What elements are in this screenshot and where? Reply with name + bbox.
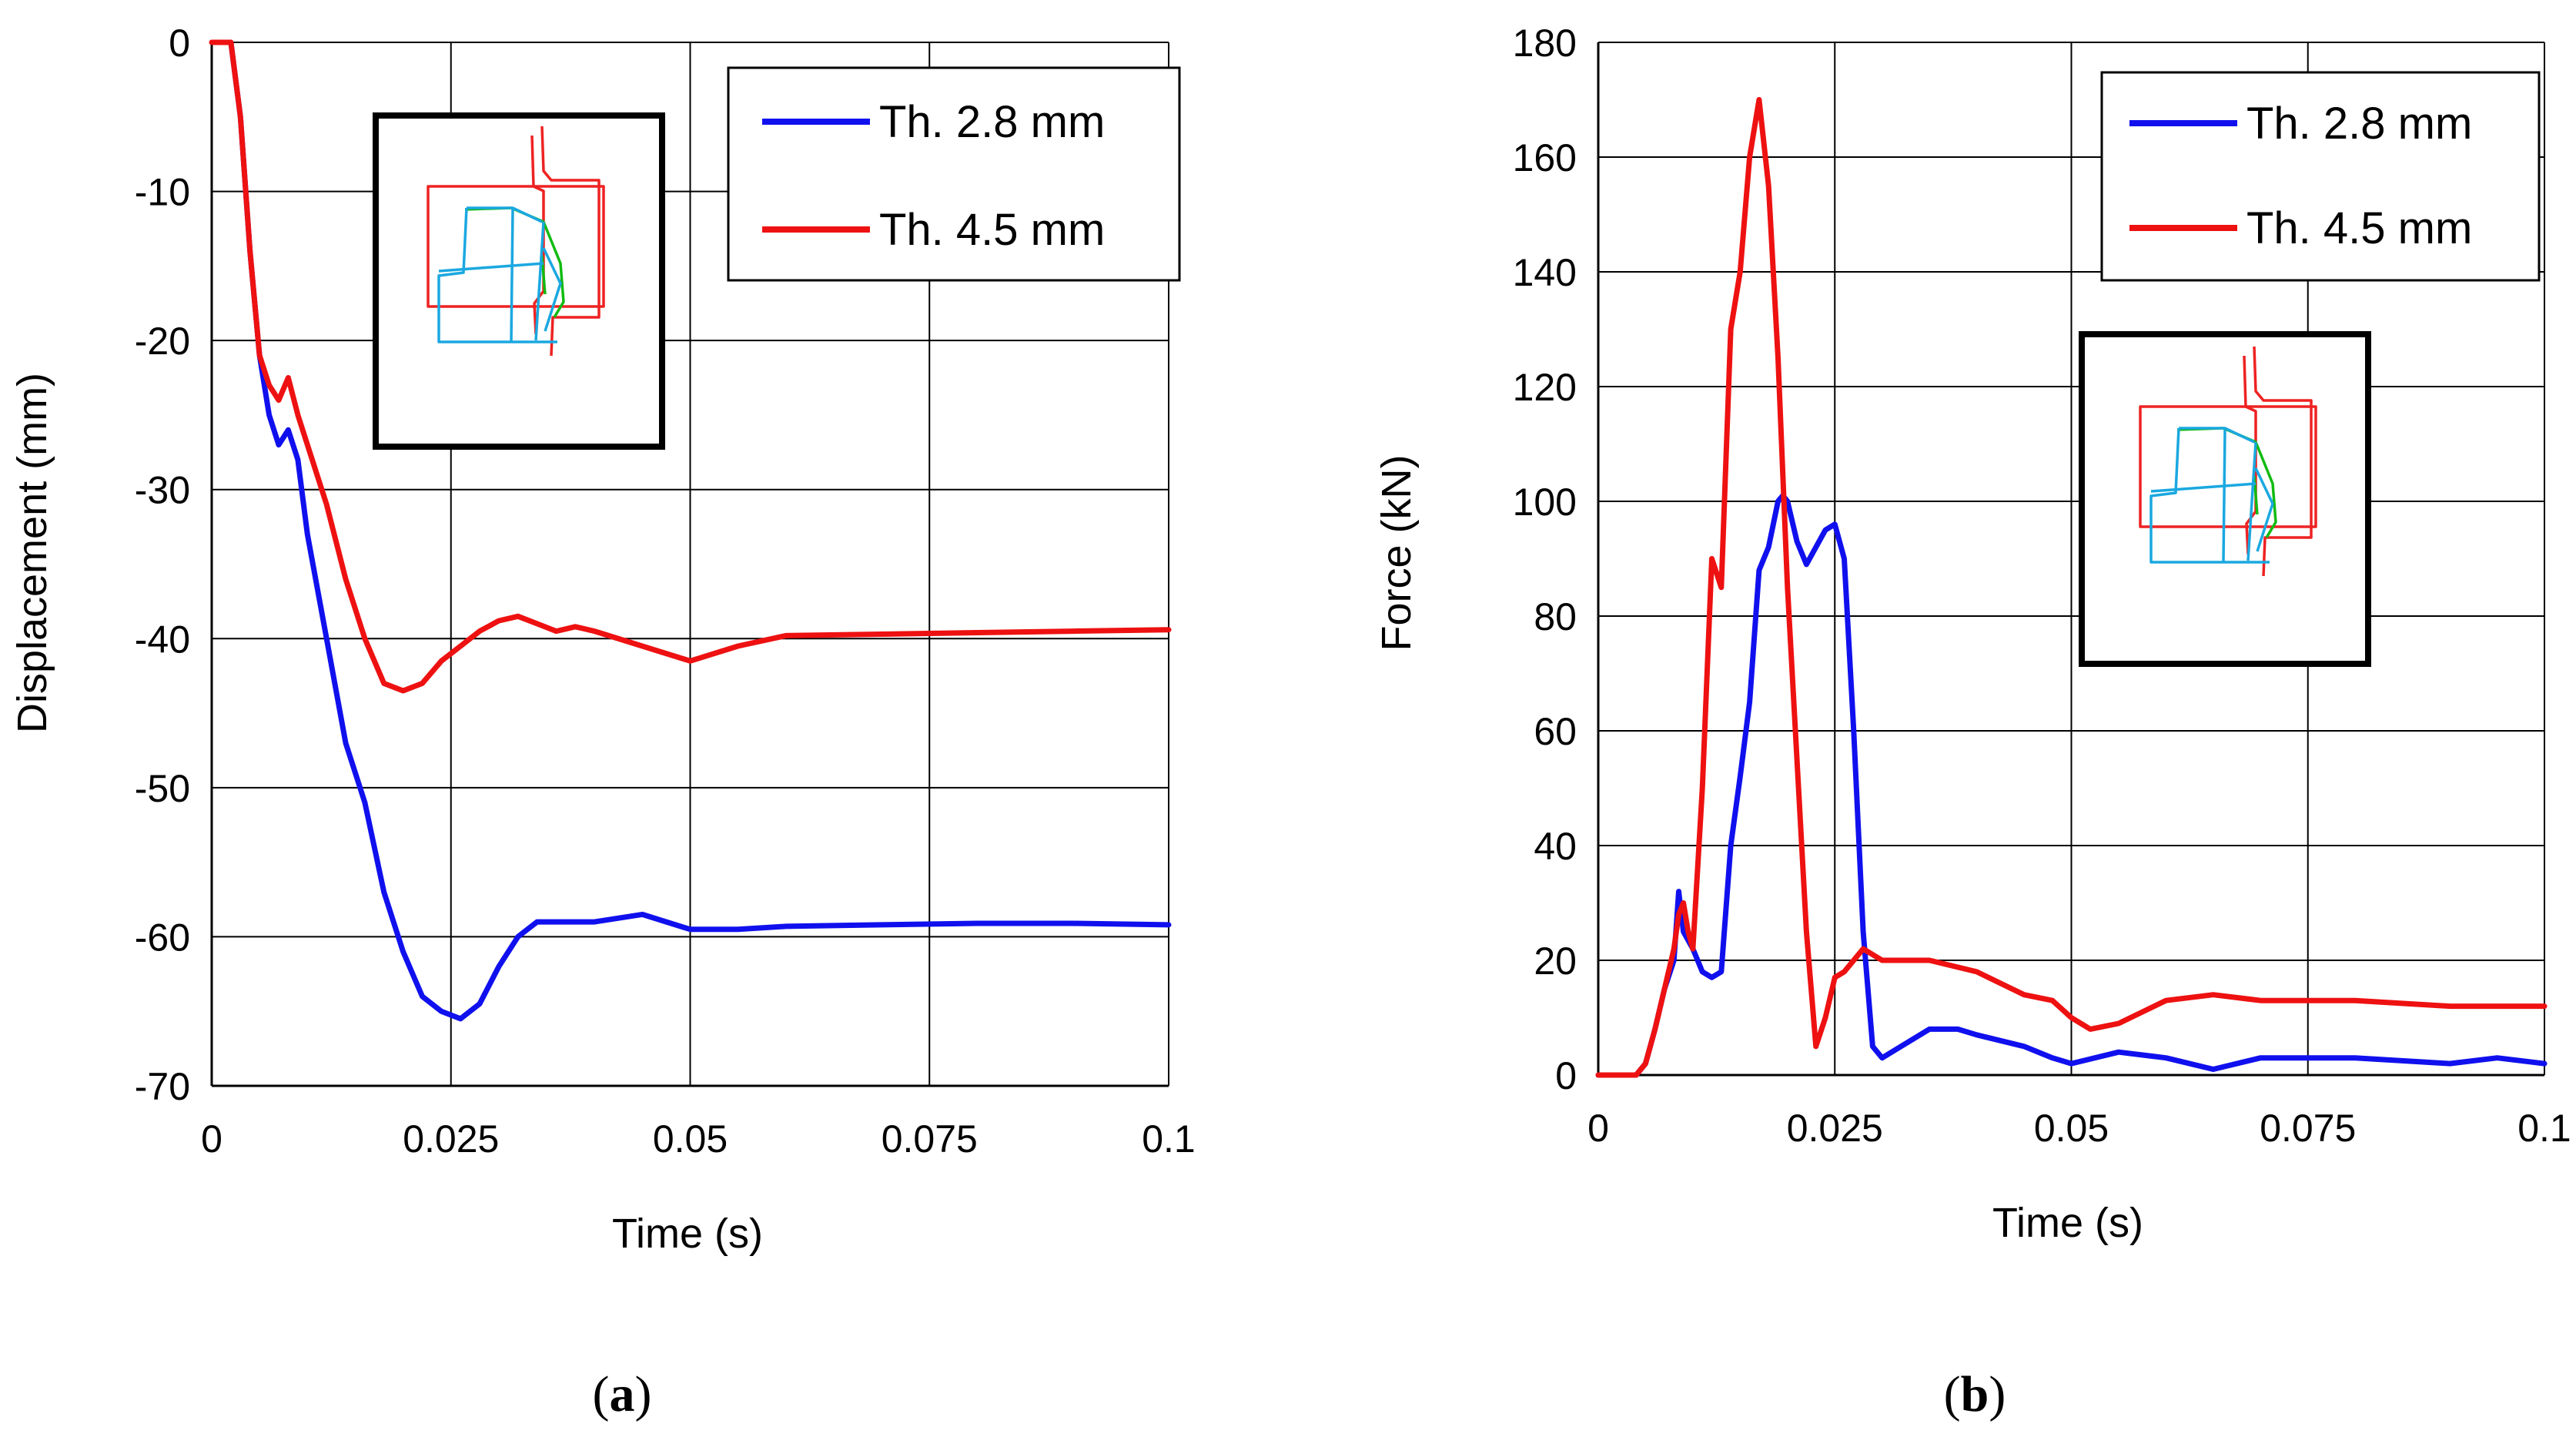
y-tick-label: -70	[135, 1065, 190, 1108]
y-tick-label: -60	[135, 916, 190, 959]
legend-label-th28: Th. 2.8 mm	[879, 97, 1105, 147]
x-tick-label: 0	[201, 1117, 222, 1161]
legend-frame	[2100, 71, 2541, 282]
legend-b: Th. 2.8 mm Th. 4.5 mm	[2100, 71, 2541, 282]
inset-b	[2079, 331, 2371, 667]
vehicle-schematic-icon	[2139, 346, 2317, 577]
panel-a: 0 -10 -20 -30 -40 -50 -60 -70 0 0.025 0.05 0.075 0.…	[9, 22, 1196, 1422]
panel-label-b: (b)	[1944, 1366, 2006, 1422]
x-tick-label: 0.05	[2034, 1107, 2109, 1150]
y-axis-title: Displacement (mm)	[9, 373, 55, 733]
series-lines-a	[209, 39, 1172, 1022]
inset-a	[373, 112, 665, 450]
y-axis-title: Force (kN)	[1373, 455, 1420, 652]
series-line-th-4-5-mm	[209, 39, 1172, 694]
legend-label-th45: Th. 4.5 mm	[2246, 203, 2472, 253]
x-tick-label: 0.1	[2517, 1107, 2571, 1150]
inset-frame	[373, 112, 665, 450]
x-axis-title: Time (s)	[612, 1211, 763, 1257]
x-tick-label: 0.05	[653, 1117, 728, 1161]
y-tick-label: 100	[1513, 481, 1577, 524]
series-line-th-2-8-mm	[228, 39, 1172, 1022]
x-tick-label: 0.075	[882, 1117, 978, 1161]
y-tick-label: 20	[1534, 940, 1577, 983]
y-tick-label: 0	[169, 22, 190, 65]
y-tick-label: 140	[1513, 251, 1577, 294]
series-line-th-2-8-mm	[1595, 493, 2548, 1078]
y-ticks-a: 0 -10 -20 -30 -40 -50 -60 -70	[135, 22, 190, 1108]
x-ticks-b: 0 0.025 0.05 0.075 0.1	[1587, 1107, 2571, 1150]
y-tick-label: 0	[1555, 1054, 1577, 1097]
y-tick-label: -40	[135, 618, 190, 661]
vehicle-schematic-icon	[427, 126, 605, 357]
y-tick-label: 180	[1513, 22, 1577, 65]
series-line-th-4-5-mm	[1595, 97, 2548, 1078]
y-tick-label: -10	[135, 171, 190, 214]
y-tick-label: 60	[1534, 710, 1577, 753]
y-tick-label: 40	[1534, 825, 1577, 868]
x-tick-label: 0.075	[2260, 1107, 2356, 1150]
y-ticks-b: 0 20 40 60 80 100 120 140 160 180	[1513, 22, 1577, 1097]
grid-b	[1597, 42, 2545, 1077]
x-ticks-a: 0 0.025 0.05 0.075 0.1	[201, 1117, 1196, 1161]
y-tick-label: -20	[135, 320, 190, 363]
y-tick-label: -30	[135, 469, 190, 512]
y-tick-label: 80	[1534, 595, 1577, 638]
series-lines-b	[1595, 97, 2548, 1078]
x-tick-label: 0.025	[403, 1117, 499, 1161]
x-tick-label: 0.1	[1142, 1117, 1196, 1161]
x-axis-title: Time (s)	[1992, 1200, 2143, 1246]
panel-label-a: (a)	[593, 1366, 652, 1422]
legend-label-th45: Th. 4.5 mm	[879, 205, 1105, 255]
y-tick-label: -50	[135, 767, 190, 810]
y-tick-label: 160	[1513, 136, 1577, 179]
legend-label-th28: Th. 2.8 mm	[2246, 99, 2472, 149]
legend-a: Th. 2.8 mm Th. 4.5 mm	[727, 66, 1181, 282]
panel-b: 0 20 40 60 80 100 120 140 160 180 0 0.025 0.05 0.075…	[1373, 22, 2571, 1422]
x-tick-label: 0	[1587, 1107, 1609, 1150]
x-tick-label: 0.025	[1787, 1107, 1883, 1150]
y-tick-label: 120	[1513, 366, 1577, 409]
legend-frame	[727, 66, 1181, 282]
